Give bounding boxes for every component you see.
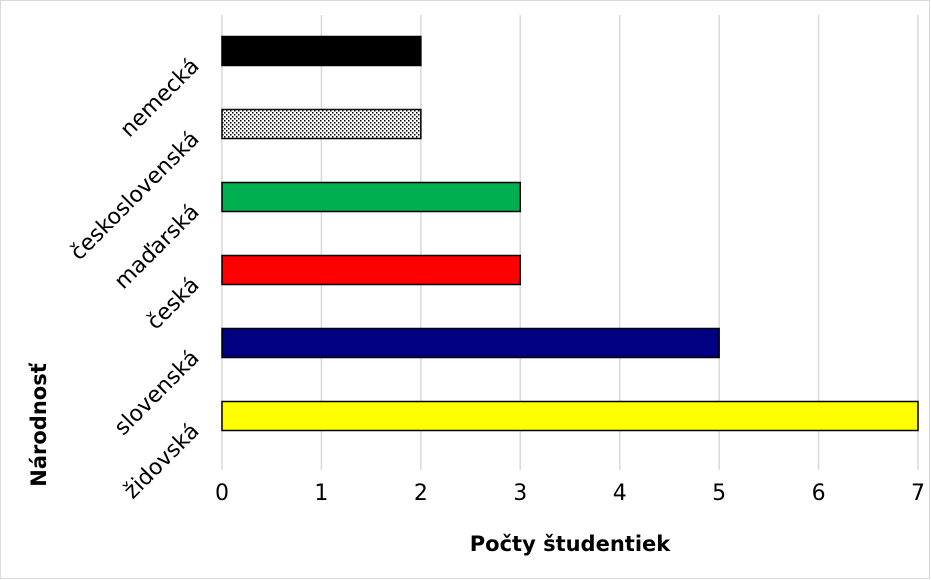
- x-tick-label: 5: [712, 481, 726, 506]
- x-tick-label: 6: [812, 481, 826, 506]
- bar: [221, 400, 919, 432]
- x-tick-label: 0: [215, 481, 229, 506]
- bar: [221, 327, 720, 359]
- y-axis-label: Národnosť: [27, 362, 51, 486]
- x-tick-label: 1: [314, 481, 328, 506]
- x-tick-label: 2: [414, 481, 428, 506]
- x-axis-label: Počty študentiek: [470, 532, 671, 556]
- x-tick-label: 3: [513, 481, 527, 506]
- x-tick-label: 7: [911, 481, 925, 506]
- bar: [221, 108, 422, 140]
- bar: [221, 181, 522, 213]
- bar: [221, 35, 422, 67]
- bar: [221, 254, 522, 286]
- x-tick-label: 4: [613, 481, 627, 506]
